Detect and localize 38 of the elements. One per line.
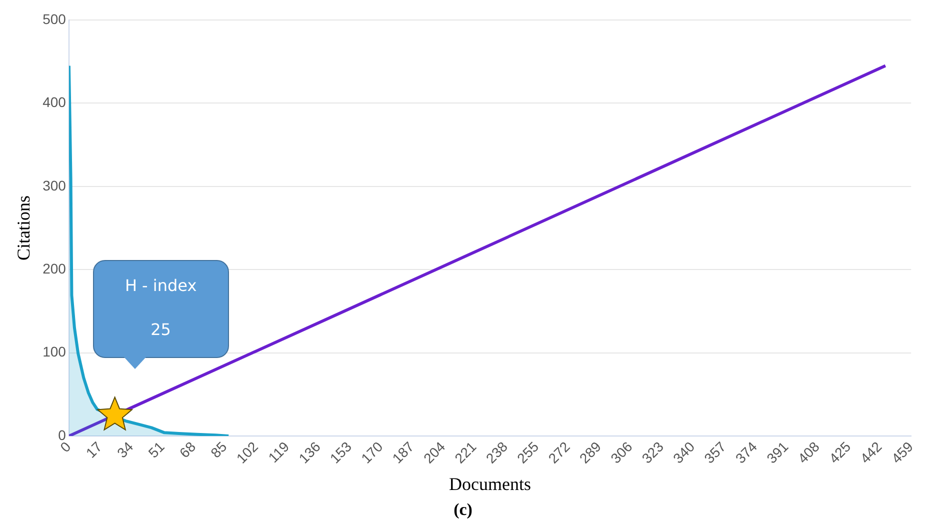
y-axis-title: Citations	[14, 195, 34, 261]
x-tick-label: 136	[296, 438, 324, 466]
x-tick-label: 442	[856, 438, 885, 466]
x-tick-label: 34	[114, 438, 136, 461]
x-tick-label: 425	[826, 438, 854, 466]
x-axis-title: Documents	[449, 474, 532, 494]
x-tick-label: 306	[607, 438, 636, 466]
x-tick-label: 340	[670, 438, 698, 466]
x-tick-label: 119	[265, 438, 292, 466]
text: (c)	[452, 500, 474, 520]
y-tick-label: 300	[42, 177, 66, 194]
x-tick-label: 374	[732, 438, 760, 466]
y-tick-label: 200	[42, 260, 66, 276]
x-tick-label: 85	[207, 438, 230, 461]
x-tick-label: 255	[514, 438, 542, 466]
x-tick-label: 68	[176, 438, 199, 461]
x-tick-label: 238	[482, 438, 511, 466]
y-tick-label: 500	[42, 10, 66, 27]
x-tick-label: 102	[233, 438, 262, 466]
annotation: H - index	[124, 276, 198, 296]
x-tick-label: 204	[420, 438, 448, 466]
x-tick-label: 153	[326, 438, 355, 466]
x-tick-label: 391	[763, 438, 792, 466]
x-tick-label: 17	[82, 438, 106, 461]
annotation: 25	[150, 320, 172, 340]
x-tick-label: 272	[545, 438, 574, 466]
y-tick-label: 100	[42, 344, 66, 360]
x-tick-label: 357	[700, 438, 729, 466]
x-tick-label: 408	[794, 438, 823, 466]
x-tick-label: 221	[451, 438, 480, 466]
y-tick-label: 0	[58, 426, 66, 443]
x-tick-label: 170	[358, 438, 386, 466]
x-tick-label: 459	[888, 438, 916, 466]
y-tick-label: 400	[42, 94, 66, 110]
x-tick-label: 289	[576, 438, 604, 466]
x-tick-label: 51	[145, 438, 168, 461]
x-tick-label: 187	[389, 438, 418, 466]
x-tick-label: 323	[638, 438, 667, 466]
